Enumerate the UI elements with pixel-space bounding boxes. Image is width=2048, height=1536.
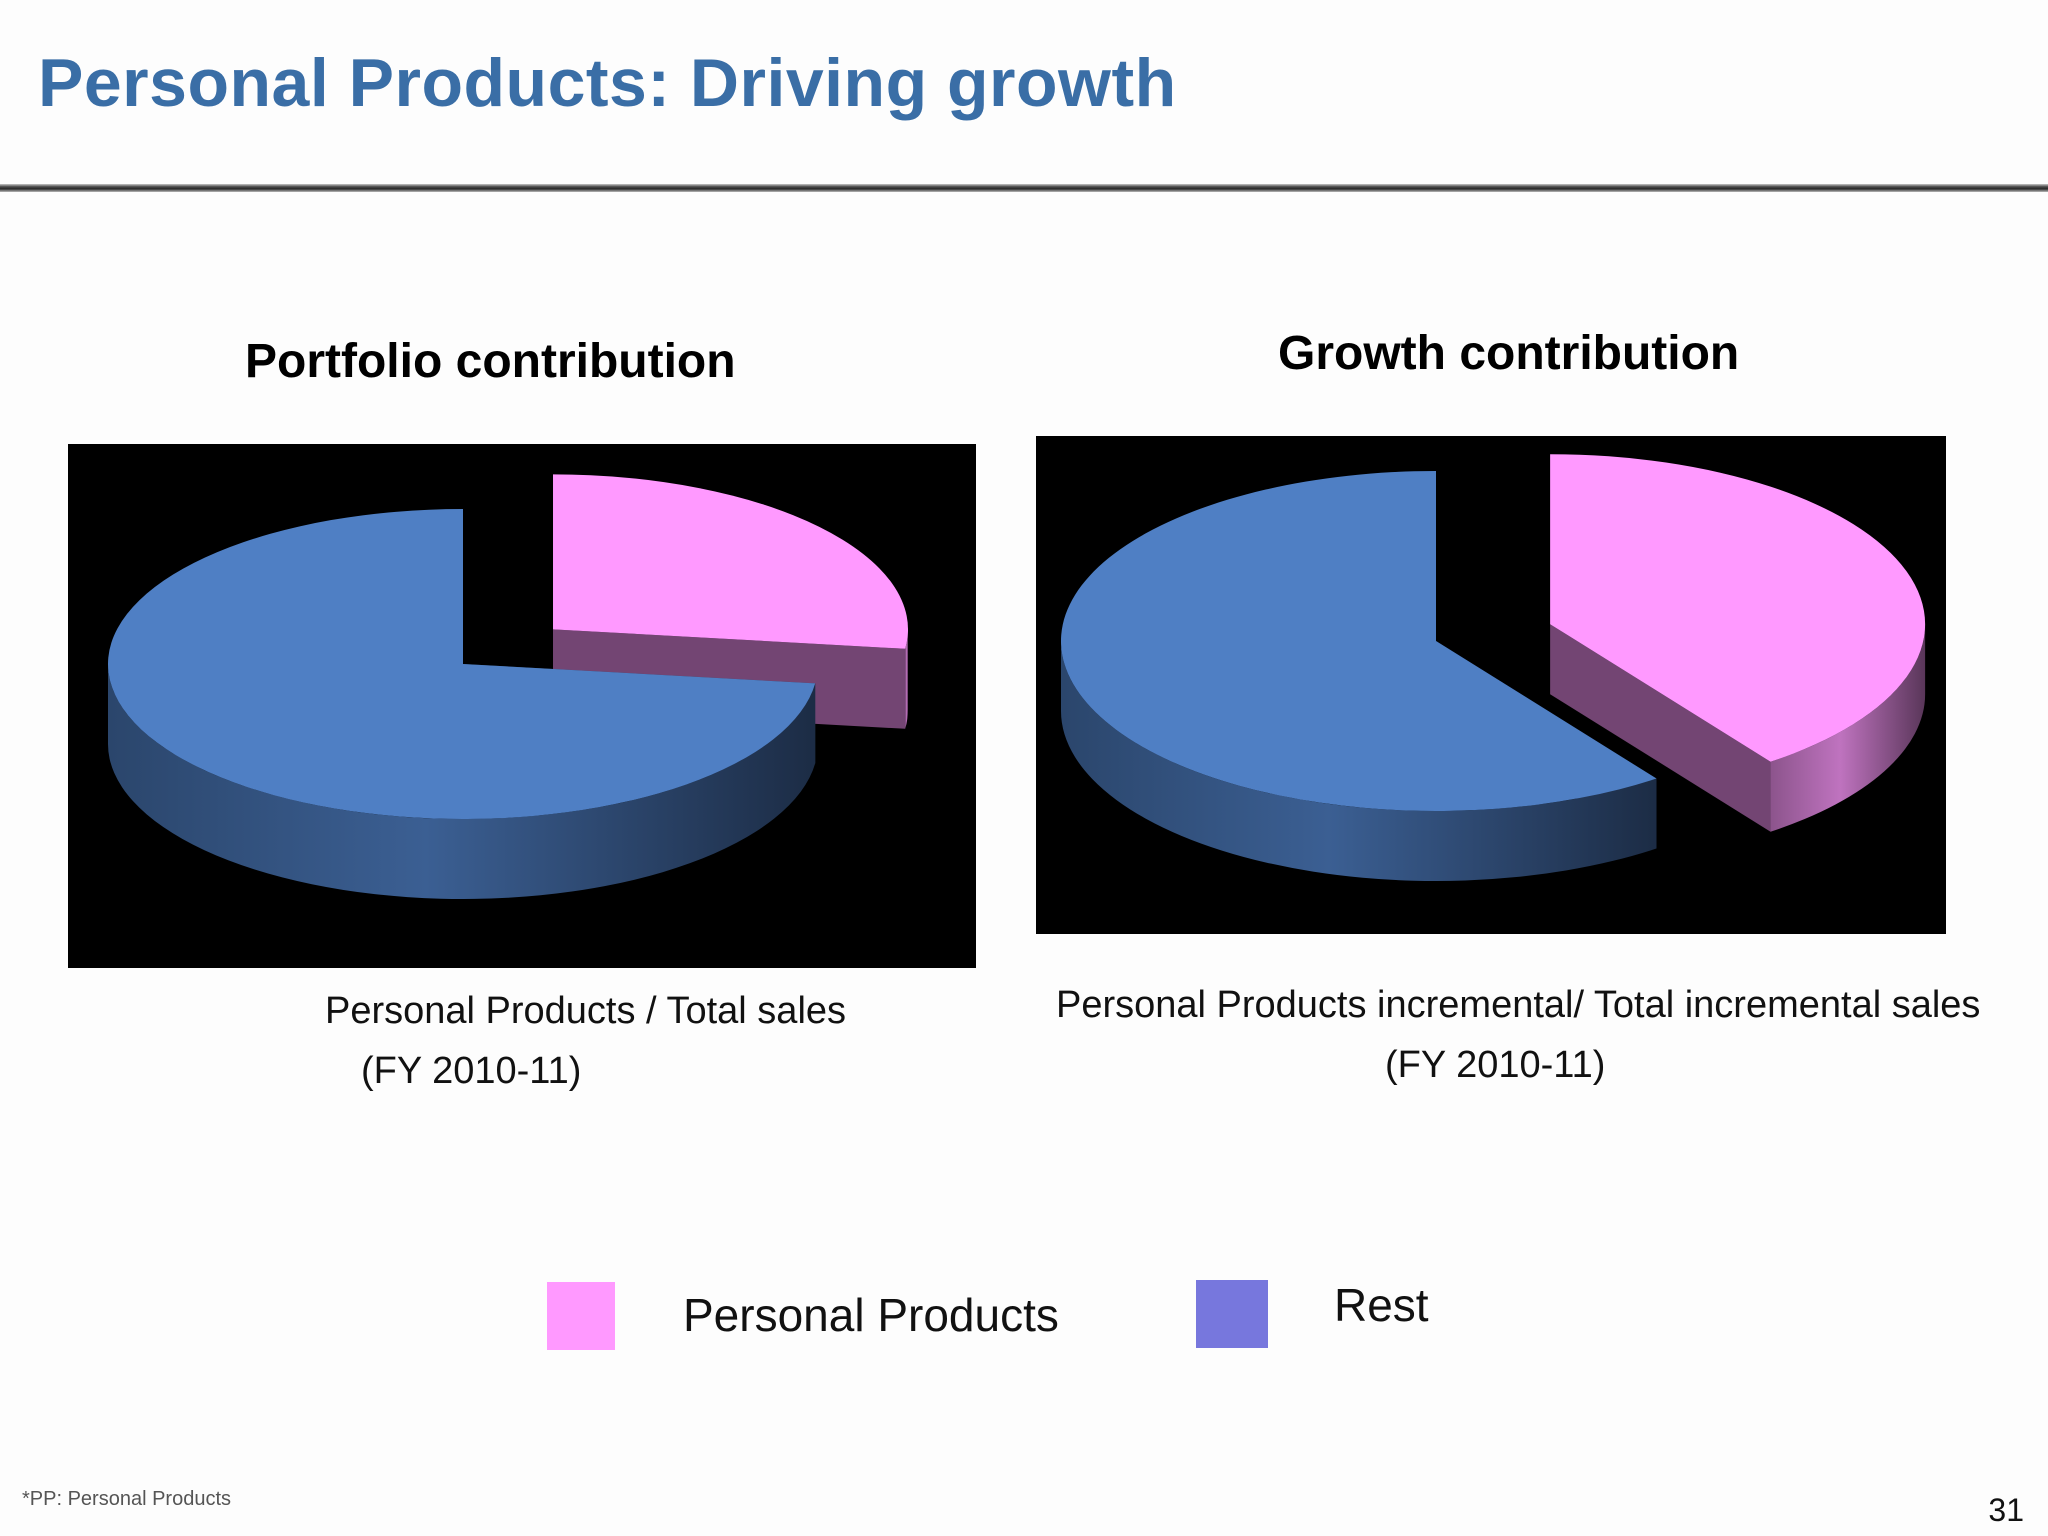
- pie-slice-top-personal-products: [553, 474, 909, 649]
- legend-label-rest: Rest: [1334, 1279, 1429, 1331]
- pie-slice-rest: [107, 509, 816, 899]
- growth-pie-chart: [1036, 436, 1946, 934]
- pie-slice-personal-products: [1550, 454, 1926, 832]
- pie-slice-side-personal-products-0: [905, 629, 909, 729]
- portfolio-caption-line2: (FY 2010-11): [361, 1050, 582, 1092]
- legend-label-personal-products: Personal Products: [683, 1289, 1059, 1341]
- portfolio-caption-line1: Personal Products / Total sales: [325, 990, 847, 1032]
- pie-slice-top-rest: [107, 509, 816, 819]
- page-number: 31: [1988, 1492, 2024, 1528]
- pie-slice-top-rest: [1061, 471, 1657, 811]
- legend-swatch-personal-products: [547, 1282, 615, 1350]
- growth-chart-title: Growth contribution: [1278, 327, 1740, 380]
- growth-caption-line2: (FY 2010-11): [1385, 1044, 1606, 1086]
- pie-slice-rest: [1061, 471, 1657, 881]
- title-divider: [0, 184, 2048, 192]
- portfolio-pie-chart: [68, 444, 976, 968]
- pie-slice-side-rest-0: [1061, 641, 1657, 881]
- portfolio-chart-title: Portfolio contribution: [245, 335, 736, 388]
- pie-slice-top-personal-products: [1550, 454, 1926, 762]
- growth-caption-line1: Personal Products incremental/ Total inc…: [1056, 984, 1981, 1026]
- pie-slice-wall-personal-products-1: [1550, 624, 1771, 832]
- portfolio-pie-svg: [107, 474, 909, 899]
- footnote: *PP: Personal Products: [22, 1488, 231, 1510]
- slide-title: Personal Products: Driving growth: [38, 45, 1177, 121]
- pie-slice-side-personal-products-0: [1770, 624, 1926, 832]
- growth-pie-svg: [1061, 454, 1926, 881]
- pie-slice-side-rest-0: [108, 664, 816, 899]
- legend-swatch-rest: [1196, 1280, 1268, 1348]
